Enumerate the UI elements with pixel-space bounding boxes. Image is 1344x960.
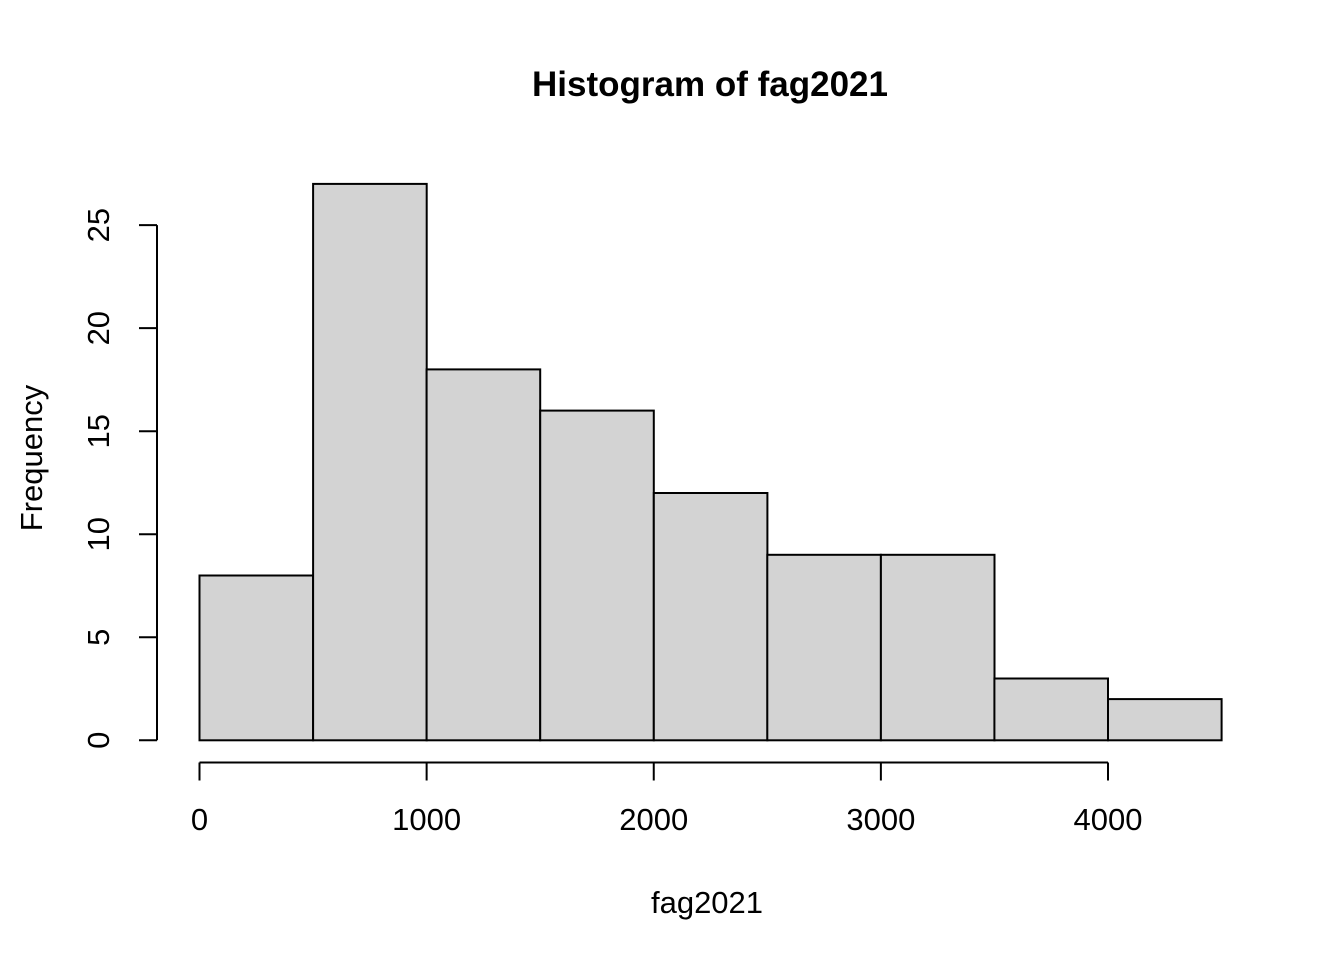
- x-axis-tick-label: 2000: [619, 802, 688, 837]
- histogram-bar: [652, 492, 769, 742]
- x-axis-label: fag2021: [651, 885, 763, 920]
- y-axis-tick-label: 25: [81, 208, 116, 242]
- histogram-bar: [879, 553, 996, 742]
- histogram-bar: [539, 409, 655, 742]
- chart-title: Histogram of fag2021: [532, 65, 888, 104]
- y-axis-tick-label: 15: [81, 414, 116, 448]
- x-axis-tick-label: 0: [191, 802, 208, 837]
- histogram-bar: [993, 677, 1110, 742]
- histogram-bar: [312, 182, 428, 742]
- y-axis: 0 5 10 15 20 25: [81, 208, 158, 749]
- y-axis-tick-label: 20: [81, 311, 116, 345]
- histogram-bar: [1107, 698, 1223, 742]
- x-axis-tick-label: 3000: [846, 802, 915, 837]
- x-axis-tick-label: 1000: [392, 802, 461, 837]
- x-axis: 0 1000 2000 3000 4000: [191, 761, 1143, 837]
- bars-group: [198, 182, 1223, 742]
- x-axis-tick-label: 4000: [1074, 802, 1143, 837]
- y-axis-tick-label: 0: [81, 732, 116, 749]
- histogram-bar: [425, 368, 542, 742]
- histogram-bar: [198, 574, 315, 742]
- y-axis-label: Frequency: [14, 384, 49, 531]
- y-axis-tick-label: 10: [81, 517, 116, 551]
- y-axis-tick-label: 5: [81, 629, 116, 646]
- histogram-bar: [766, 553, 882, 742]
